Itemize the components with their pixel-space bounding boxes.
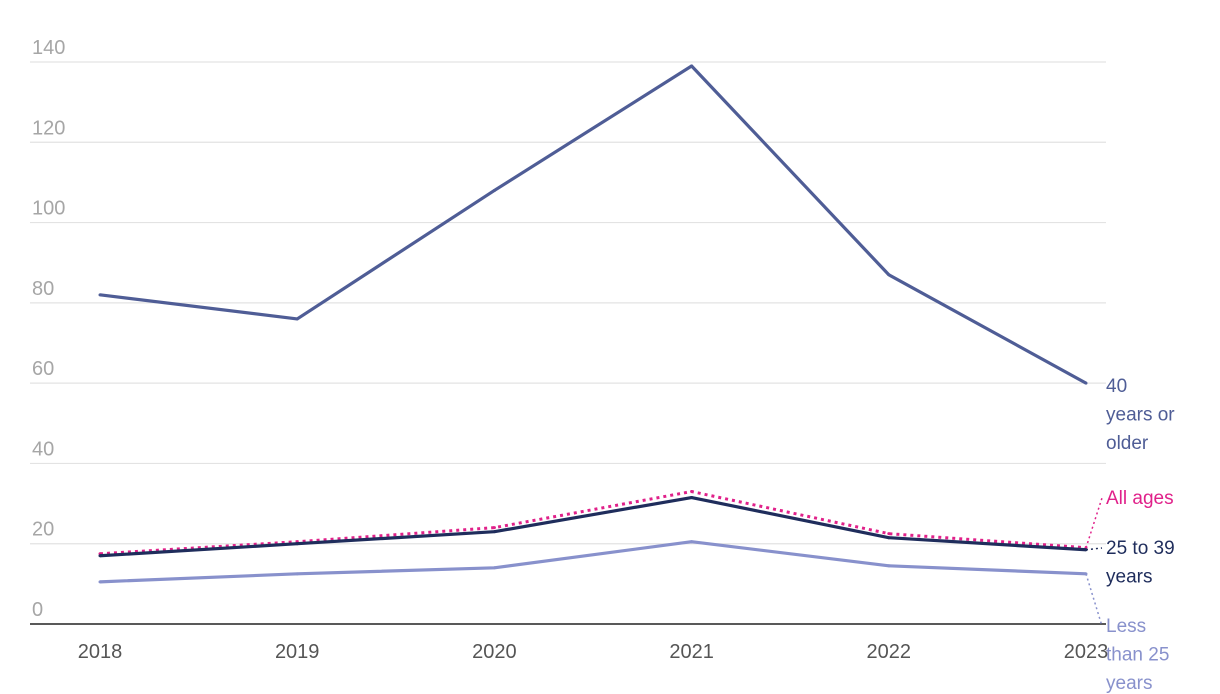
series-label: 40 years or older [1106, 376, 1175, 454]
label-leader-line [1085, 573, 1103, 627]
x-tick-label: 2022 [867, 641, 912, 663]
series-label: All ages [1106, 488, 1174, 509]
y-tick-label: 0 [32, 599, 43, 621]
data-point [690, 490, 694, 494]
y-tick-label: 60 [32, 358, 54, 380]
series-lines [98, 64, 1088, 584]
series-line [99, 64, 1087, 385]
x-tick-label: 2019 [275, 641, 320, 663]
data-point [492, 188, 496, 192]
label-leader-line [1085, 547, 1103, 551]
data-point [492, 530, 496, 534]
data-point [887, 273, 891, 277]
data-point [690, 540, 694, 544]
y-tick-label: 120 [32, 117, 65, 139]
data-point [887, 564, 891, 568]
data-point [295, 542, 299, 546]
series-line [99, 495, 1087, 558]
data-point [98, 554, 102, 558]
x-tick-label: 2021 [669, 641, 714, 663]
series-line [99, 540, 1087, 584]
x-tick-label: 2023 [1064, 641, 1109, 663]
x-tick-label: 2020 [472, 641, 517, 663]
data-point [295, 572, 299, 576]
label-leader-line [1085, 497, 1103, 548]
y-tick-label: 80 [32, 278, 54, 300]
data-point [295, 317, 299, 321]
y-tick-label: 20 [32, 519, 54, 541]
data-point [690, 64, 694, 68]
series-label: 25 to 39 years [1106, 538, 1175, 588]
data-point [98, 580, 102, 584]
y-axis-ticks: 0 20 40 60 80 100 120 140 [32, 37, 65, 621]
series-line [99, 490, 1087, 556]
y-tick-label: 40 [32, 438, 54, 460]
data-point [98, 293, 102, 297]
gridlines [30, 61, 1106, 545]
data-point [887, 536, 891, 540]
data-point [492, 526, 496, 530]
data-point [887, 532, 891, 536]
x-axis-ticks: 2018 2019 2020 2021 2022 2023 [78, 641, 1109, 663]
data-point [690, 496, 694, 500]
y-tick-label: 100 [32, 198, 65, 220]
y-tick-label: 140 [32, 37, 65, 59]
series-label: Less than 25 years [1106, 616, 1169, 694]
data-point [492, 566, 496, 570]
series-labels: 40 years or older All ages 25 to 39 years Less… [1085, 376, 1175, 694]
data-point [1084, 381, 1088, 385]
x-tick-label: 2018 [78, 641, 123, 663]
